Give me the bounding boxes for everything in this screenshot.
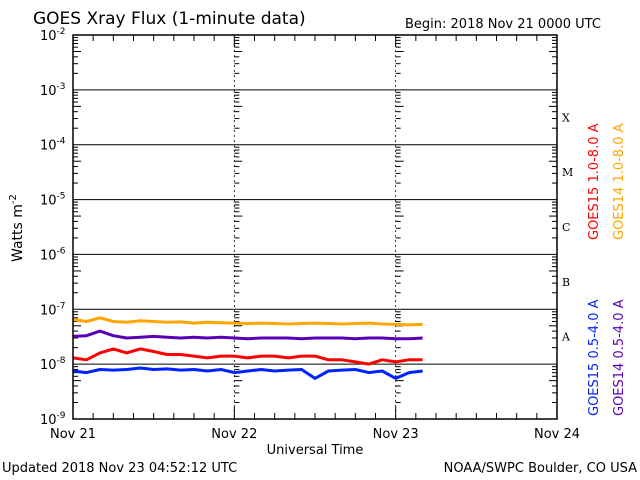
legend-entry: GOES14 1.0-8.0 A <box>612 123 627 240</box>
plot-frame <box>72 34 558 420</box>
flare-class-C: C <box>562 221 570 234</box>
y-tick-labels: 10-2 10-3 10-4 10-5 10-6 10-7 10-8 10-9 <box>40 27 66 428</box>
y-tick-label: 10-6 <box>40 246 66 263</box>
legend-entry: GOES15 1.0-8.0 A <box>587 123 602 240</box>
x-tick-label: Nov 24 <box>534 427 580 442</box>
y-tick-label: 10-3 <box>40 82 66 99</box>
begin-label: Begin: 2018 Nov 21 0000 UTC <box>405 17 601 32</box>
y-axis-label: Watts m-2 <box>8 194 26 262</box>
legend-entry: GOES14 0.5-4.0 A <box>612 299 627 416</box>
x-tick-labels: Nov 21 Nov 22 Nov 23 Nov 24 <box>50 427 580 442</box>
flare-class-labels: X M C B A <box>561 111 573 343</box>
series-lines <box>72 316 423 380</box>
x-axis-label: Universal Time <box>267 443 364 458</box>
y-tick-label: 10-5 <box>40 192 66 209</box>
y-tick-label: 10-2 <box>40 27 66 44</box>
x-tick-label: Nov 22 <box>211 427 257 442</box>
y-tick-label: 10-4 <box>40 137 66 154</box>
y-tick-label: 10-8 <box>40 356 66 373</box>
y-tick-label: 10-9 <box>40 411 66 428</box>
series-line-goes15-1-0-8-0-a <box>72 347 423 366</box>
chart-title: GOES Xray Flux (1-minute data) <box>33 9 306 29</box>
flare-class-X: X <box>562 111 570 124</box>
y-tick-label: 10-7 <box>40 301 66 318</box>
legend: GOES15 1.0-8.0 A GOES14 1.0-8.0 A GOES15 0… <box>587 123 627 416</box>
flare-class-M: M <box>562 166 573 179</box>
updated-timestamp: Updated 2018 Nov 23 04:52:12 UTC <box>2 461 237 476</box>
grid <box>72 35 558 419</box>
x-tick-label: Nov 23 <box>373 427 419 442</box>
series-line-goes15-0-5-4-0-a <box>72 366 423 380</box>
flare-class-A: A <box>561 331 571 344</box>
series-line-goes14-1-0-8-0-a <box>72 316 423 327</box>
legend-entry: GOES15 0.5-4.0 A <box>587 299 602 416</box>
flare-class-B: B <box>562 276 570 289</box>
series-line-goes14-0-5-4-0-a <box>72 329 423 341</box>
source-credit: NOAA/SWPC Boulder, CO USA <box>444 461 637 476</box>
x-tick-label: Nov 21 <box>50 427 96 442</box>
